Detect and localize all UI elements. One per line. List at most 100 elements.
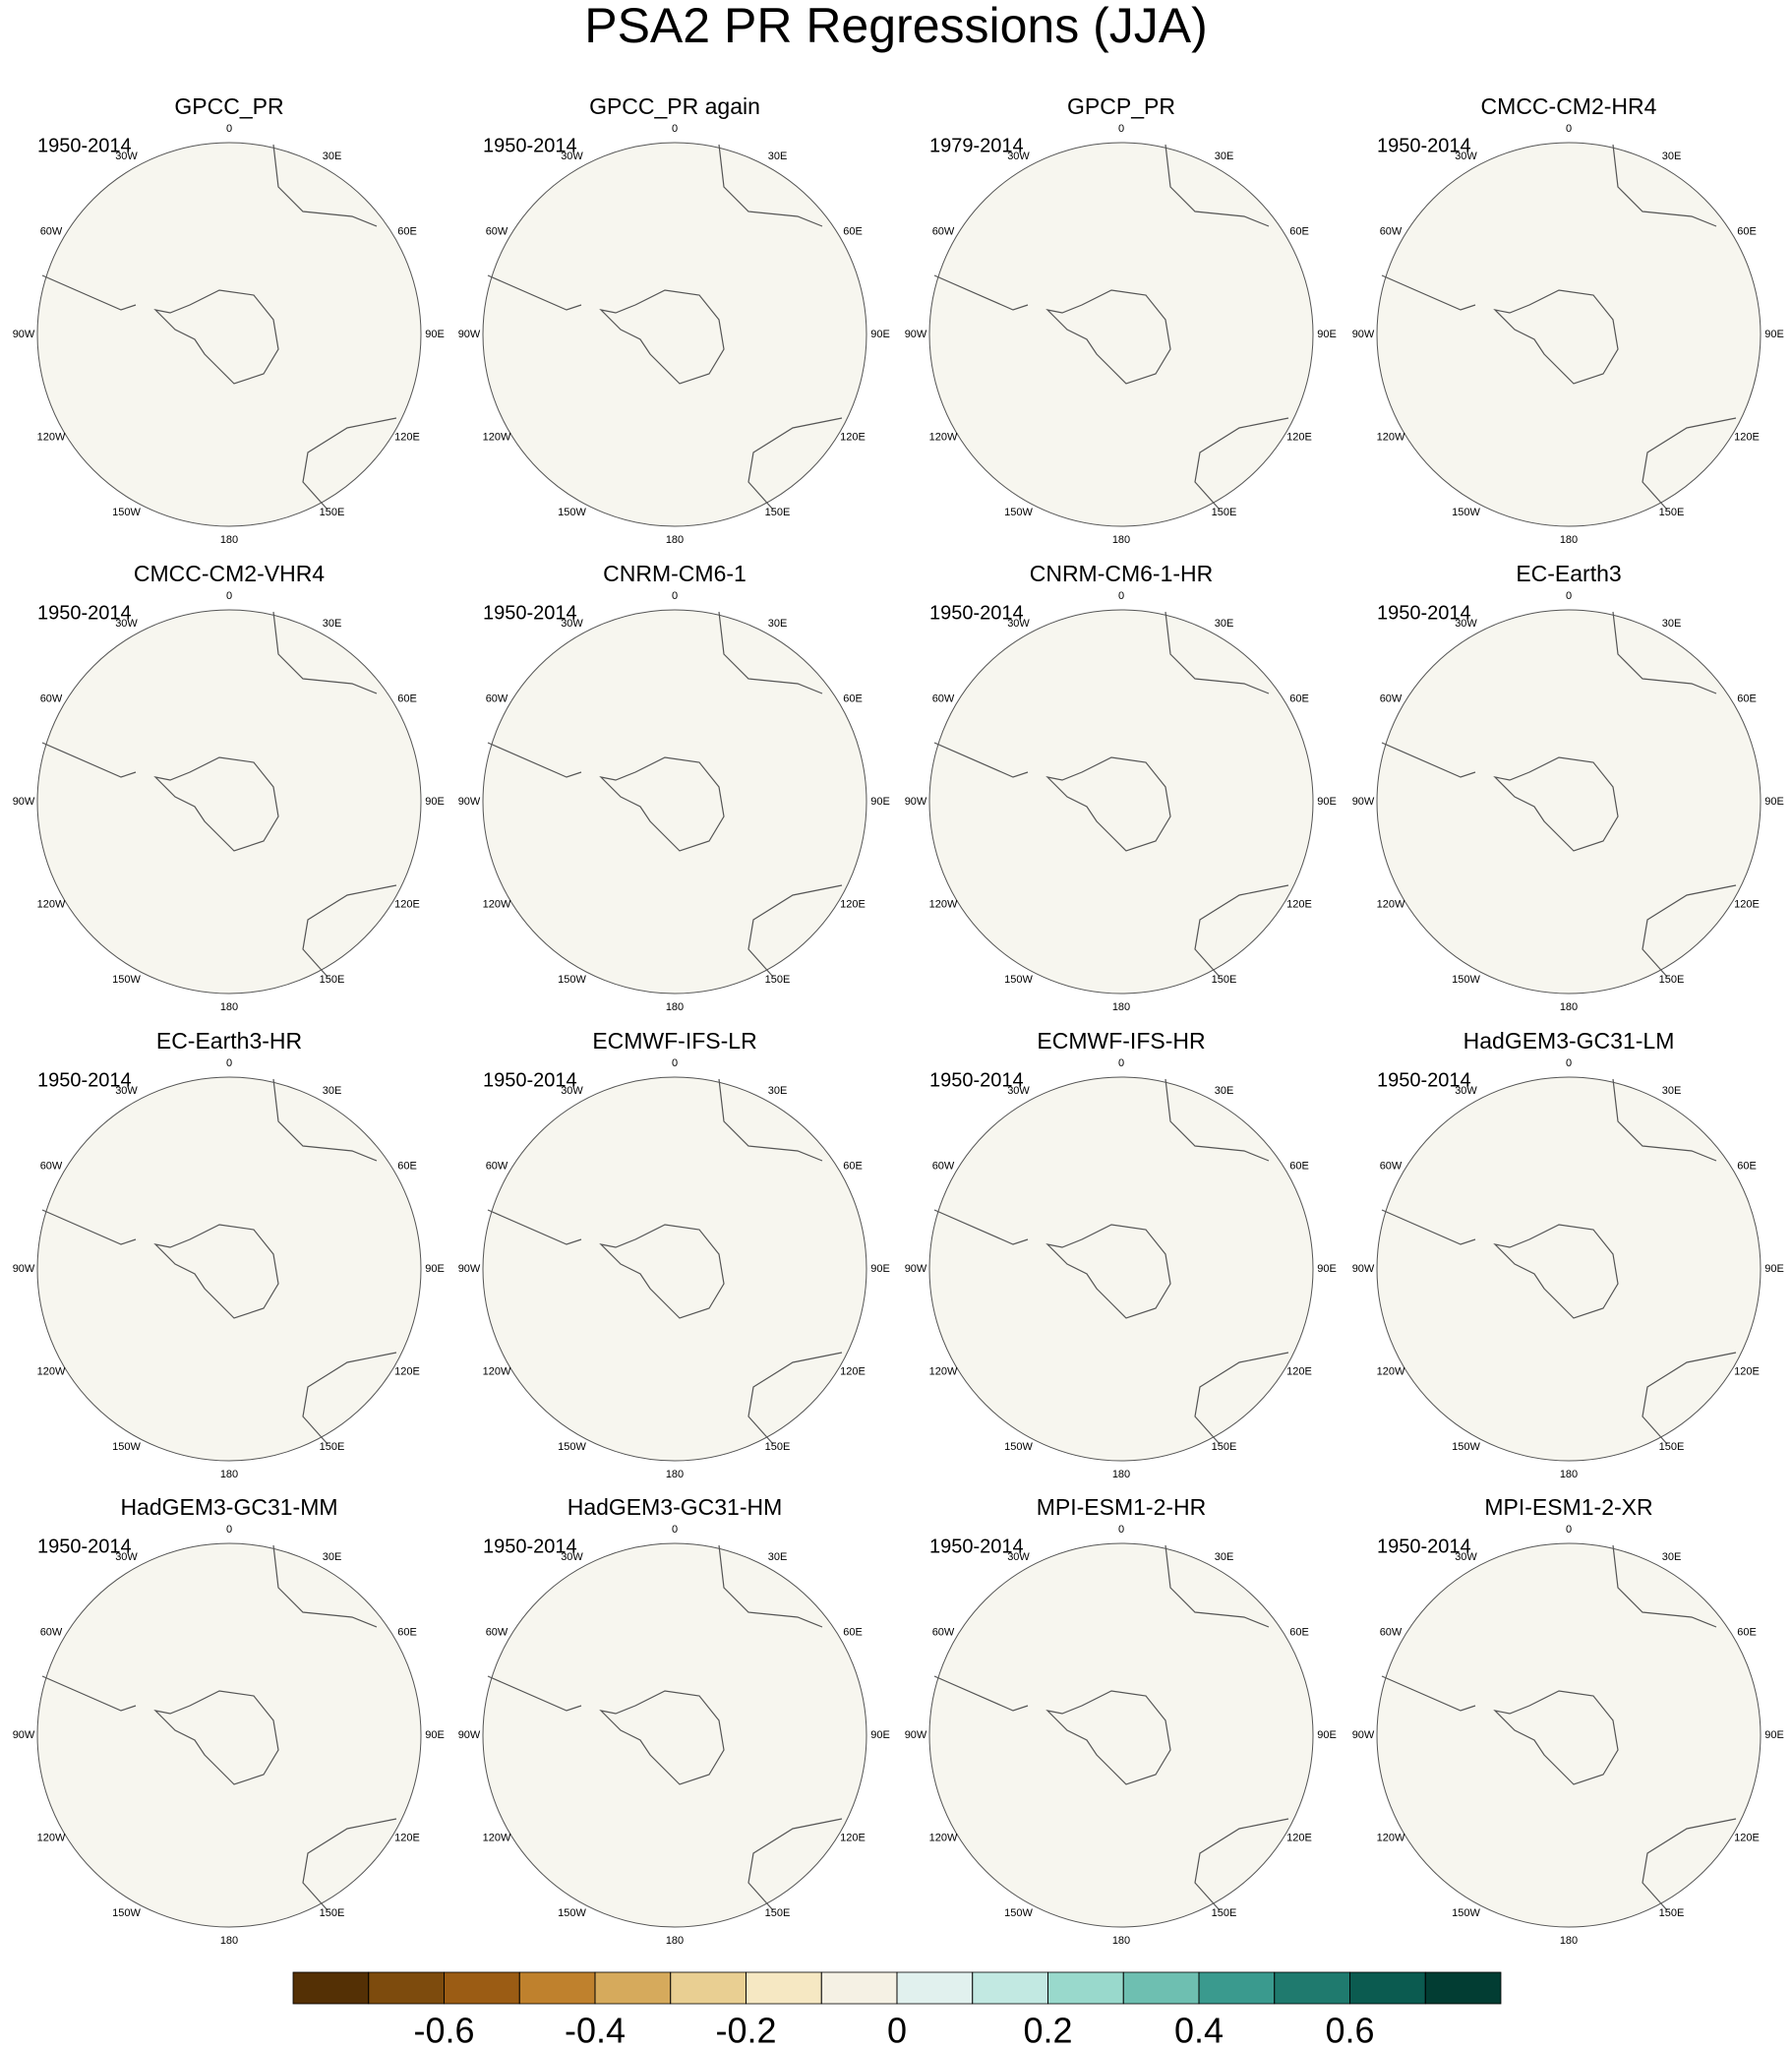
longitude-label: 90E: [1764, 1263, 1784, 1275]
longitude-label: 120W: [1377, 431, 1405, 443]
longitude-label: 180: [666, 1935, 684, 1947]
longitude-label: 90W: [13, 1729, 35, 1741]
longitude-label: 30E: [1662, 618, 1682, 630]
longitude-label: 150W: [112, 1441, 141, 1453]
longitude-label: 150E: [1212, 1441, 1237, 1453]
longitude-label: 60E: [1737, 693, 1757, 704]
longitude-label: 30W: [115, 1551, 138, 1563]
coastline: [599, 756, 725, 852]
coastline: [487, 1675, 582, 1712]
longitude-label: 60W: [40, 1160, 63, 1172]
longitude-label: 0: [1566, 1057, 1572, 1069]
longitude-label: 150W: [1452, 1441, 1480, 1453]
longitude-label: 30E: [323, 1551, 342, 1563]
longitude-label: 60W: [932, 1626, 955, 1638]
longitude-label: 30E: [323, 151, 342, 162]
longitude-label: 60E: [843, 1160, 863, 1172]
coastline: [599, 1224, 725, 1319]
map-disk: [1376, 1542, 1762, 1928]
coastline: [1165, 611, 1270, 694]
period-label: 1950-2014: [1377, 1069, 1471, 1091]
longitude-label: 90W: [905, 796, 927, 808]
longitude-label: 0: [672, 1524, 678, 1536]
coastline: [599, 1690, 725, 1785]
longitude-label: 120E: [1286, 1832, 1312, 1843]
longitude-label: 0: [226, 1524, 232, 1536]
period-label: 1950-2014: [1377, 1536, 1471, 1557]
longitude-label: 90E: [1764, 329, 1784, 340]
longitude-label: 30E: [1215, 1085, 1234, 1097]
longitude-label: 30W: [115, 1085, 138, 1097]
coastline: [1045, 1224, 1171, 1319]
coastline: [933, 742, 1029, 778]
panel-title: CMCC-CM2-VHR4: [134, 561, 325, 586]
period-label: 1950-2014: [929, 1536, 1024, 1557]
longitude-label: 90W: [1352, 1263, 1375, 1275]
coastline: [41, 1675, 137, 1712]
longitude-label: 150W: [1452, 1907, 1480, 1919]
colorbar-box: [972, 1971, 1048, 2005]
longitude-label: 120E: [1734, 1832, 1760, 1843]
coastline: [272, 1078, 378, 1162]
coastline: [41, 1209, 137, 1245]
longitude-label: 30W: [561, 618, 583, 630]
map-panel: ECMWF-IFS-LR 1950-2014 0 30E 60E 90E 120E 150E 1…: [458, 1028, 890, 1480]
longitude-label: 120E: [840, 1832, 866, 1843]
colorbar-tick-label: -0.4: [565, 2011, 626, 2049]
longitude-label: 0: [1118, 123, 1124, 135]
coastline: [718, 1078, 823, 1162]
longitude-label: 120W: [483, 1365, 511, 1377]
longitude-label: 120E: [840, 1365, 866, 1377]
colorbar-box: [1122, 1971, 1200, 2005]
longitude-label: 150W: [1452, 974, 1480, 986]
longitude-label: 150W: [112, 1907, 141, 1919]
coastline: [1642, 1352, 1737, 1445]
coastline: [1165, 1078, 1270, 1162]
longitude-label: 60W: [932, 225, 955, 237]
coastline: [718, 1544, 823, 1628]
map-disk: [36, 1542, 422, 1928]
period-label: 1950-2014: [929, 1069, 1024, 1091]
period-label: 1950-2014: [37, 602, 132, 624]
longitude-label: 30W: [1455, 1551, 1477, 1563]
longitude-label: 60E: [397, 225, 417, 237]
coastline: [1642, 884, 1737, 978]
longitude-label: 150E: [320, 1441, 345, 1453]
coastline: [1612, 1078, 1717, 1162]
panel-title: ECMWF-IFS-HR: [1037, 1028, 1205, 1054]
longitude-label: 30E: [1662, 151, 1682, 162]
coastline: [747, 417, 843, 511]
longitude-label: 120W: [929, 898, 958, 910]
coastline: [933, 1675, 1029, 1712]
longitude-label: 0: [226, 1057, 232, 1069]
longitude-label: 180: [666, 1001, 684, 1013]
colorbar-box: [896, 1971, 974, 2005]
longitude-label: 60E: [397, 1160, 417, 1172]
coastline: [487, 274, 582, 311]
map-disk: [482, 142, 867, 527]
longitude-label: 0: [226, 590, 232, 602]
longitude-label: 60E: [1737, 225, 1757, 237]
longitude-label: 150W: [112, 974, 141, 986]
longitude-label: 60W: [40, 225, 63, 237]
longitude-label: 120E: [840, 431, 866, 443]
map-panel: HadGEM3-GC31-HM 1950-2014 0 30E 60E 90E 120E 15…: [458, 1494, 890, 1947]
coastline: [153, 289, 279, 385]
longitude-label: 180: [220, 1469, 238, 1480]
longitude-label: 150E: [765, 974, 791, 986]
longitude-label: 30W: [115, 618, 138, 630]
longitude-label: 90W: [905, 329, 927, 340]
coastline: [1493, 289, 1619, 385]
longitude-label: 60E: [843, 225, 863, 237]
longitude-label: 30W: [1455, 151, 1477, 162]
longitude-label: 180: [666, 1469, 684, 1480]
map-panel: EC-Earth3-HR 1950-2014 0 30E 60E 90E 120E 150E 1…: [13, 1028, 445, 1480]
map-disk: [928, 1542, 1314, 1928]
longitude-label: 150E: [1212, 507, 1237, 518]
map-panel: MPI-ESM1-2-XR 1950-2014 0 30E 60E 90E 120E 150E…: [1352, 1494, 1784, 1947]
longitude-label: 90W: [905, 1263, 927, 1275]
longitude-label: 180: [220, 1935, 238, 1947]
longitude-label: 90E: [425, 329, 445, 340]
